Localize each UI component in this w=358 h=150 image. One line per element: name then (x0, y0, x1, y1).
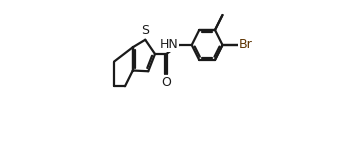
Text: O: O (161, 76, 171, 89)
Text: S: S (141, 24, 149, 38)
Text: Br: Br (239, 39, 253, 51)
Text: HN: HN (160, 39, 178, 51)
